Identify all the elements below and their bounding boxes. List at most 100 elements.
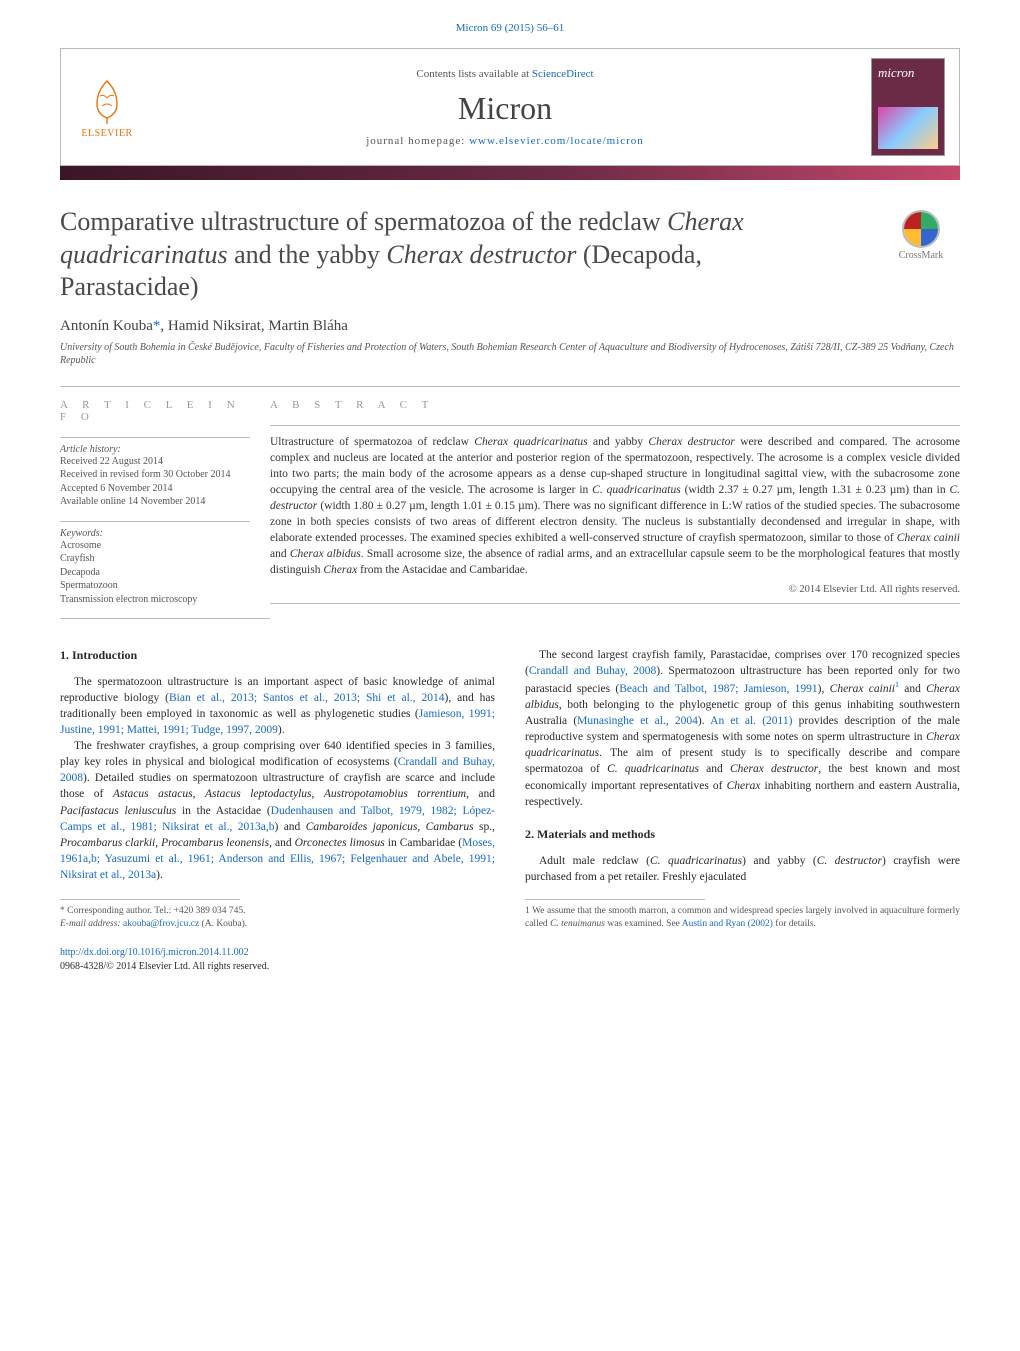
sp: C. quadricarinatus [607, 763, 699, 775]
cover-image [878, 107, 938, 149]
para: Adult male redclaw (C. quadricarinatus) … [525, 853, 960, 885]
doi-block: http://dx.doi.org/10.1016/j.micron.2014.… [60, 946, 495, 973]
abstract: a b s t r a c t Ultrastructure of sperma… [270, 399, 960, 619]
column-right: The second largest crayfish family, Para… [525, 647, 960, 885]
citation-link[interactable]: Micron 69 (2015) 56–61 [456, 22, 564, 34]
t: ) and [274, 821, 305, 833]
title-species: Cherax destructor [386, 240, 576, 269]
contents-line: Contents lists available at ScienceDirec… [139, 68, 871, 80]
keyword: Transmission electron microscopy [60, 593, 250, 607]
gradient-bar [60, 166, 960, 180]
email-suffix: (A. Kouba). [199, 919, 247, 929]
homepage-line: journal homepage: www.elsevier.com/locat… [139, 135, 871, 147]
t: Ultrastructure of spermatozoa of redclaw [270, 436, 474, 448]
sp: Cherax cainii [897, 532, 960, 544]
ref-link[interactable]: Crandall and Buhay, 2008 [529, 665, 656, 677]
sp: Cambaroides japonicus [306, 821, 418, 833]
footer: * Corresponding author. Tel.: +420 389 0… [60, 899, 960, 974]
sp: C. destructor [817, 855, 882, 867]
info-abstract-row: a r t i c l e i n f o Article history: R… [60, 399, 960, 619]
header-center: Contents lists available at ScienceDirec… [139, 68, 871, 147]
t: ) and yabby ( [742, 855, 817, 867]
t: (width 1.80 ± 0.27 µm, length 1.01 ± 0.1… [270, 500, 960, 544]
journal-header: ELSEVIER Contents lists available at Sci… [60, 48, 960, 166]
sp: Cherax destructor [648, 436, 734, 448]
t: ). [278, 724, 285, 736]
divider [525, 899, 705, 900]
keyword: Acrosome [60, 539, 250, 553]
sp: Austropotamobius torrentium [324, 788, 466, 800]
article-info: a r t i c l e i n f o Article history: R… [60, 399, 270, 619]
history-line: Received 22 August 2014 [60, 455, 250, 469]
history-line: Available online 14 November 2014 [60, 495, 250, 509]
t: and [270, 548, 290, 560]
t: in the Astacidae ( [176, 805, 270, 817]
sp: C. tenuimanus [550, 919, 605, 929]
divider [270, 603, 960, 604]
divider [60, 618, 270, 619]
email-link[interactable]: akouba@frov.jcu.cz [123, 919, 199, 929]
history-label: Article history: [60, 444, 250, 455]
crossmark-icon [902, 210, 940, 248]
corresponding-author: * Corresponding author. Tel.: +420 389 0… [60, 905, 495, 931]
ref-link[interactable]: Austin and Ryan (2002) [682, 919, 773, 929]
sp: Cherax [323, 564, 357, 576]
sp: C. quadricarinatus [592, 484, 681, 496]
keyword: Spermatozoon [60, 579, 250, 593]
email-label: E-mail address: [60, 919, 123, 929]
elsevier-logo: ELSEVIER [75, 76, 139, 139]
body-columns: 1. Introduction The spermatozoon ultrast… [60, 647, 960, 885]
t: and [699, 763, 730, 775]
t: and [899, 683, 926, 695]
journal-name: Micron [139, 90, 871, 127]
issn-line: 0968-4328/© 2014 Elsevier Ltd. All right… [60, 960, 495, 974]
author: Hamid Niksirat [168, 318, 261, 334]
sp: Astacus astacus [113, 788, 193, 800]
sp: Cherax albidus [290, 548, 361, 560]
contents-prefix: Contents lists available at [416, 68, 531, 80]
ref-link[interactable]: Beach and Talbot, 1987; Jamieson, 1991 [619, 683, 817, 695]
keyword: Decapoda [60, 566, 250, 580]
sp: Astacus leptodactylus [205, 788, 312, 800]
sp: Cherax [727, 780, 761, 792]
homepage-link[interactable]: www.elsevier.com/locate/micron [469, 135, 644, 147]
t: , [417, 821, 425, 833]
divider [60, 437, 250, 438]
sp: Pacifastacus leniusculus [60, 805, 176, 817]
sp: Procambarus leonensis [161, 837, 269, 849]
ref-link[interactable]: Bian et al., 2013; Santos et al., 2013; … [169, 692, 445, 704]
t: , and [269, 837, 295, 849]
sp: Orconectes limosus [295, 837, 385, 849]
abstract-copyright: © 2014 Elsevier Ltd. All rights reserved… [270, 584, 960, 595]
homepage-prefix: journal homepage: [366, 135, 469, 147]
t: , [312, 788, 324, 800]
journal-cover: micron [871, 58, 945, 156]
corr-line: * Corresponding author. Tel.: +420 389 0… [60, 905, 495, 918]
elsevier-text: ELSEVIER [81, 128, 132, 139]
sp: Cambarus [426, 821, 474, 833]
keyword: Crayfish [60, 552, 250, 566]
crossmark-label: CrossMark [899, 250, 943, 261]
t: ). [156, 869, 163, 881]
author: Martin Bláha [268, 318, 348, 334]
ref-link[interactable]: Munasinghe et al., 2004 [577, 715, 698, 727]
title-seg: and the yabby [228, 240, 387, 269]
corresp-mark[interactable]: * [153, 318, 161, 334]
section-heading: 2. Materials and methods [525, 826, 960, 843]
t: was examined. See [605, 919, 682, 929]
history-line: Received in revised form 30 October 2014 [60, 468, 250, 482]
elsevier-tree-icon [82, 76, 132, 126]
t: , and [466, 788, 495, 800]
crossmark-badge[interactable]: CrossMark [882, 210, 960, 261]
column-left: 1. Introduction The spermatozoon ultrast… [60, 647, 495, 885]
doi-link[interactable]: http://dx.doi.org/10.1016/j.micron.2014.… [60, 947, 249, 958]
t: from the Astacidae and Cambaridae. [357, 564, 528, 576]
t: , [193, 788, 205, 800]
sciencedirect-link[interactable]: ScienceDirect [532, 68, 594, 80]
t: for details. [773, 919, 816, 929]
sp: Cherax cainii [830, 683, 895, 695]
divider [60, 899, 240, 900]
t: ). [698, 715, 710, 727]
ref-link[interactable]: An et al. (2011) [710, 715, 792, 727]
article-title: Comparative ultrastructure of spermatozo… [60, 206, 960, 304]
